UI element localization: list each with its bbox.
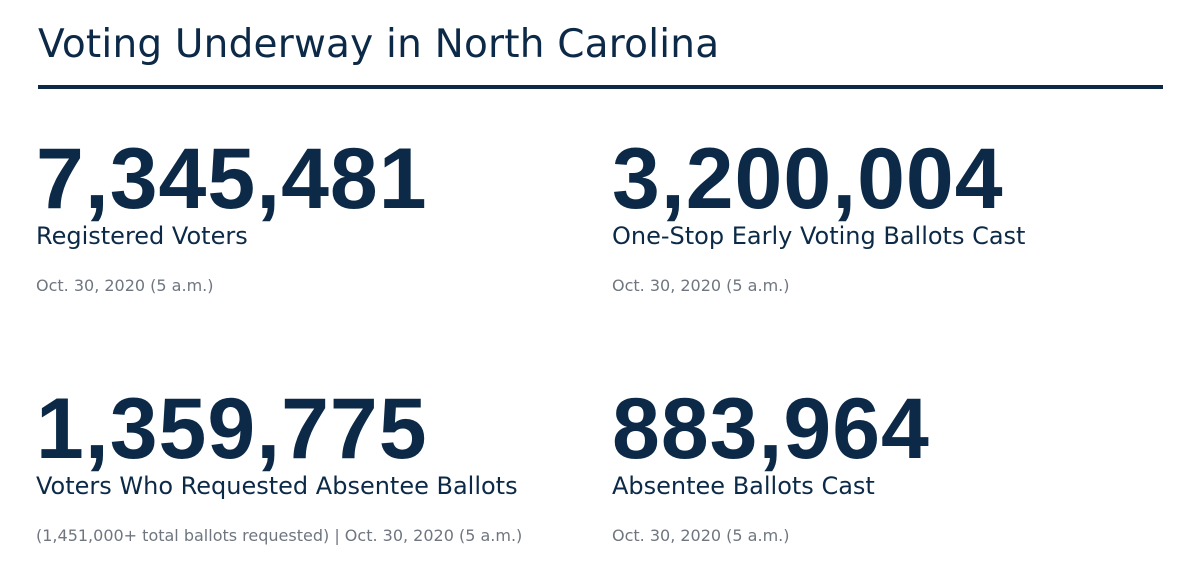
stat-number: 7,345,481: [36, 131, 428, 227]
stat-absentee-cast: 883,964 Absentee Ballots Cast Oct. 30, 2…: [612, 386, 930, 546]
stat-note: Oct. 30, 2020 (5 a.m.): [612, 526, 790, 545]
stat-note: Oct. 30, 2020 (5 a.m.): [612, 276, 790, 295]
stat-number: 1,359,775: [36, 381, 428, 477]
stat-label: One-Stop Early Voting Ballots Cast: [612, 222, 1026, 250]
page-title: Voting Underway in North Carolina: [38, 22, 720, 67]
stat-early-voting-ballots: 3,200,004 One-Stop Early Voting Ballots …: [612, 136, 1025, 296]
stat-absentee-requests: 1,359,775 Voters Who Requested Absentee …: [36, 386, 522, 546]
title-divider: [38, 85, 1163, 89]
stat-note: (1,451,000+ total ballots requested) | O…: [36, 526, 523, 545]
stat-note: Oct. 30, 2020 (5 a.m.): [36, 276, 214, 295]
stat-label: Absentee Ballots Cast: [612, 472, 875, 500]
stat-label: Voters Who Requested Absentee Ballots: [36, 472, 518, 500]
stat-registered-voters: 7,345,481 Registered Voters Oct. 30, 202…: [36, 136, 428, 296]
stat-number: 883,964: [612, 381, 930, 477]
stat-number: 3,200,004: [612, 131, 1004, 227]
stat-label: Registered Voters: [36, 222, 248, 250]
